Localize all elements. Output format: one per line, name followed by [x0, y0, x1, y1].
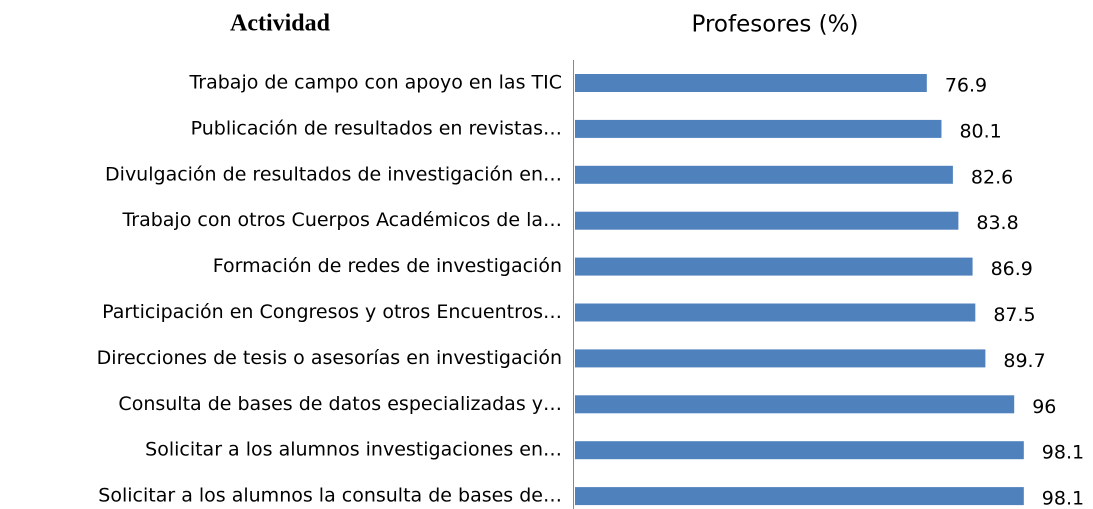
value-label: 80.1: [959, 120, 1001, 142]
value-label: 87.5: [993, 304, 1035, 326]
value-label: 82.6: [971, 166, 1013, 188]
value-label: 76.9: [945, 75, 987, 97]
value-label: 98.1: [1042, 488, 1084, 509]
value-label: 89.7: [1003, 350, 1045, 372]
bar: [575, 211, 959, 230]
category-label: Direcciones de tesis o asesorías en inve…: [97, 347, 562, 369]
bar: [575, 165, 953, 184]
bar: [575, 119, 942, 138]
category-header: Actividad: [230, 11, 331, 37]
value-header: Profesores (%): [692, 12, 859, 38]
bar: [575, 303, 976, 322]
value-label: 98.1: [1042, 442, 1084, 464]
category-label: Solicitar a los alumnos la consulta de b…: [98, 485, 562, 507]
category-label: Participación en Congresos y otros Encue…: [102, 301, 562, 323]
value-label: 96: [1032, 396, 1056, 418]
value-label: 86.9: [991, 258, 1033, 280]
bar: [575, 74, 927, 92]
category-label: Trabajo de campo con apoyo en las TIC: [188, 72, 562, 94]
bar: [575, 349, 986, 368]
category-label: Formación de redes de investigación: [213, 255, 562, 277]
category-label: Trabajo con otros Cuerpos Académicos de …: [121, 209, 562, 231]
value-label: 83.8: [976, 212, 1018, 234]
category-label: Solicitar a los alumnos investigaciones …: [145, 439, 562, 461]
category-label: Divulgación de resultados de investigaci…: [105, 163, 562, 185]
bar: [575, 487, 1024, 506]
bar: [575, 441, 1024, 460]
category-label: Consulta de bases de datos especializada…: [118, 393, 562, 415]
bar: [575, 395, 1015, 414]
bar: [575, 257, 973, 276]
category-label: Publicación de resultados en revistas…: [191, 117, 562, 139]
